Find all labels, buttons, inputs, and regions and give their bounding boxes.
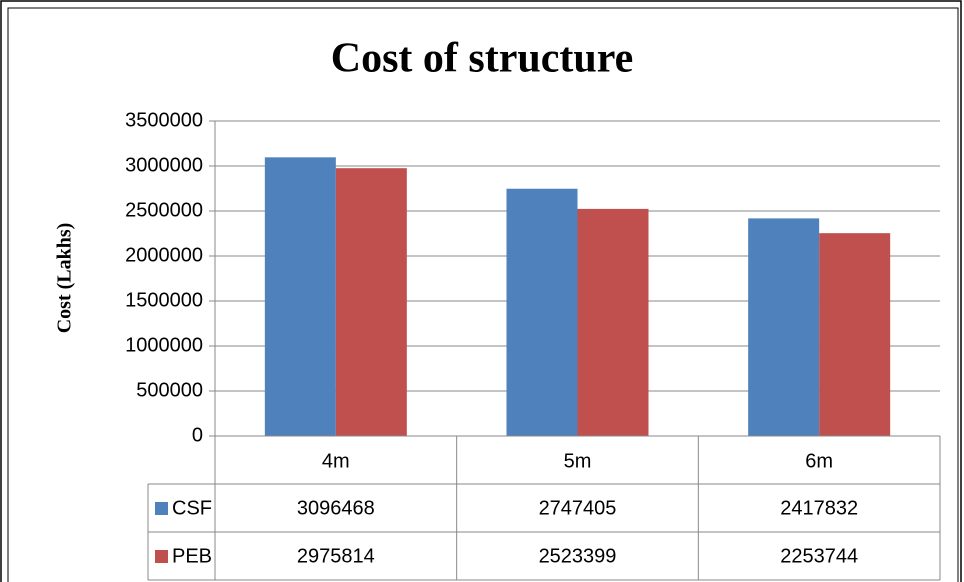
x-tick-label: 6m bbox=[805, 450, 833, 472]
y-tick-label: 2500000 bbox=[125, 199, 203, 221]
bar bbox=[819, 233, 891, 436]
x-tick-label: 5m bbox=[564, 450, 592, 472]
table-value: 2417832 bbox=[780, 497, 858, 519]
bar bbox=[748, 218, 820, 436]
chart-border bbox=[7, 7, 959, 582]
y-tick-label: 2000000 bbox=[125, 244, 203, 266]
bar bbox=[506, 188, 578, 436]
legend-label: PEB bbox=[172, 545, 212, 567]
legend-label: CSF bbox=[172, 497, 212, 519]
y-tick-label: 500000 bbox=[136, 379, 203, 401]
legend-key bbox=[155, 550, 168, 563]
bar bbox=[335, 168, 407, 436]
y-tick-label: 0 bbox=[192, 424, 203, 446]
x-tick-label: 4m bbox=[322, 450, 350, 472]
y-tick-label: 1500000 bbox=[125, 289, 203, 311]
bar bbox=[577, 208, 649, 436]
table-value: 2975814 bbox=[297, 545, 375, 567]
y-tick-label: 3000000 bbox=[125, 154, 203, 176]
table-value: 3096468 bbox=[297, 497, 375, 519]
y-axis-label: Cost (Lakhs) bbox=[54, 223, 76, 334]
table-value: 2747405 bbox=[539, 497, 617, 519]
table-value: 2253744 bbox=[780, 545, 858, 567]
y-tick-label: 1000000 bbox=[125, 334, 203, 356]
table-value: 2523399 bbox=[539, 545, 617, 567]
bar bbox=[264, 157, 336, 437]
chart-title: Cost of structure bbox=[331, 36, 634, 82]
y-tick-label: 3500000 bbox=[125, 109, 203, 131]
legend-key bbox=[155, 502, 168, 515]
